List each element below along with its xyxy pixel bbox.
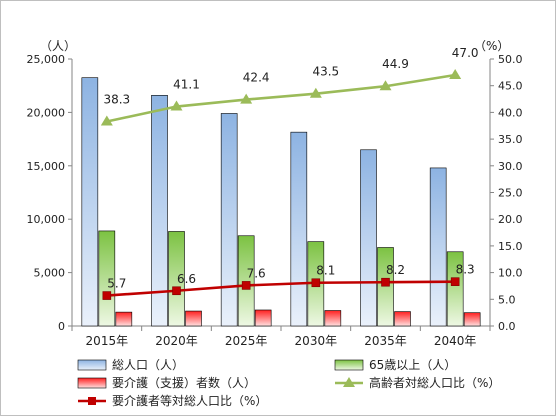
- bars-layer: [81, 77, 481, 327]
- x-tick-label: 2020年: [155, 334, 198, 348]
- line-marker-triangle: [379, 80, 392, 91]
- line-marker-square: [172, 286, 181, 296]
- legend-marker: [88, 397, 96, 405]
- data-label: 8.1: [316, 264, 335, 278]
- legend-label: 総人口（人）: [112, 358, 184, 372]
- y-right-tick-label: 5.0: [498, 293, 516, 306]
- bar-series-2: [98, 230, 116, 327]
- line-marker-square: [311, 278, 321, 288]
- data-label: 38.3: [103, 92, 130, 106]
- y-right-tick-label: 0.0: [498, 320, 516, 333]
- y-right-tick-label: 15.0: [498, 240, 523, 253]
- data-label: 5.7: [107, 277, 126, 291]
- legend-label: 要介護者等対総人口比（%）: [112, 393, 267, 408]
- line-series-1: [106, 73, 456, 123]
- bar-series-1: [81, 77, 99, 327]
- bar-series-3: [324, 310, 342, 327]
- data-label: 8.2: [386, 263, 405, 277]
- bar-series-2: [237, 235, 255, 327]
- bar-series-3: [115, 311, 133, 327]
- line-marker-square: [241, 281, 251, 290]
- line-marker-triangle: [240, 93, 253, 104]
- y-left-tick-label: 5,000: [34, 267, 66, 280]
- lines-layer: [100, 69, 462, 300]
- legend: 総人口（人） 65歳以上（人） 要介護（支援）者数（人） 高齢者対総人口比（%） 要介護…: [77, 358, 500, 408]
- legend-label: 要介護（支援）者数（人）: [112, 375, 256, 390]
- y-left-tick-label: 15,000: [27, 160, 66, 173]
- bar-series-2: [168, 231, 185, 327]
- bar-series-1: [220, 113, 238, 327]
- data-label: 8.3: [456, 263, 475, 277]
- line-marker-triangle: [309, 87, 322, 98]
- y-right-tick-label: 20.0: [498, 213, 523, 226]
- data-label: 47.0: [452, 46, 479, 60]
- data-label: 44.9: [382, 57, 409, 71]
- line-series-2: [106, 280, 456, 297]
- data-label: 43.5: [312, 65, 339, 79]
- bar-series-1: [429, 167, 447, 327]
- axes-layer: 0 5,000 10,000 15,000 20,000 25,000（人） 0.0 5.0 1…: [27, 39, 523, 348]
- legend-swatch: [77, 359, 107, 371]
- line-marker-square: [381, 277, 390, 287]
- line-marker-triangle: [449, 69, 462, 80]
- line-marker-square: [102, 291, 112, 300]
- line-marker-square: [450, 277, 460, 286]
- x-tick-label: 2035年: [364, 334, 407, 348]
- x-tick-label: 2030年: [295, 334, 338, 348]
- x-tick-label: 2015年: [86, 334, 129, 348]
- y-right-tick-label: 40.0: [498, 106, 523, 119]
- bar-series-1: [360, 149, 377, 327]
- y-right-tick-label: 25.0: [498, 187, 523, 200]
- legend-label: 65歳以上（人）: [369, 358, 456, 372]
- bar-series-1: [290, 131, 308, 327]
- y-left-tick-label: 0: [58, 320, 65, 333]
- y-right-tick-label: 10.0: [498, 267, 523, 280]
- legend-marker: [343, 377, 355, 387]
- y-right-unit-label: （%）: [474, 39, 509, 53]
- line-marker-triangle: [170, 100, 183, 111]
- x-tick-label: 2025年: [225, 334, 268, 348]
- y-left-tick-label: 20,000: [27, 106, 66, 119]
- y-left-tick-label: 25,000: [27, 53, 66, 66]
- data-label: 42.4: [243, 71, 270, 85]
- bar-series-2: [446, 251, 464, 327]
- y-right-tick-label: 30.0: [498, 160, 523, 173]
- line-marker-triangle: [100, 115, 113, 126]
- legend-swatch: [334, 359, 364, 371]
- bar-series-3: [463, 312, 481, 327]
- bar-series-1: [151, 95, 168, 327]
- data-labels-layer: 38.3 41.1 42.4 43.5 44.9 47.0 5.7 6.6 7.6 8.1 8.2 8…: [103, 46, 478, 291]
- bar-series-3: [394, 311, 411, 327]
- bar-series-3: [185, 310, 202, 327]
- data-label: 7.6: [247, 266, 266, 280]
- legend-label: 高齢者対総人口比（%）: [369, 375, 500, 390]
- y-right-tick-label: 35.0: [498, 133, 523, 146]
- y-left-tick-label: 10,000: [27, 213, 66, 226]
- y-right-tick-label: 45.0: [498, 80, 523, 93]
- y-left-unit-label: （人）: [40, 39, 76, 53]
- bar-series-3: [254, 309, 272, 327]
- legend-swatch: [77, 377, 107, 389]
- data-label: 41.1: [173, 78, 200, 92]
- x-tick-label: 2040年: [434, 334, 477, 348]
- data-label: 6.6: [177, 272, 196, 286]
- y-right-tick-label: 50.0: [498, 53, 523, 66]
- bar-series-2: [377, 247, 394, 327]
